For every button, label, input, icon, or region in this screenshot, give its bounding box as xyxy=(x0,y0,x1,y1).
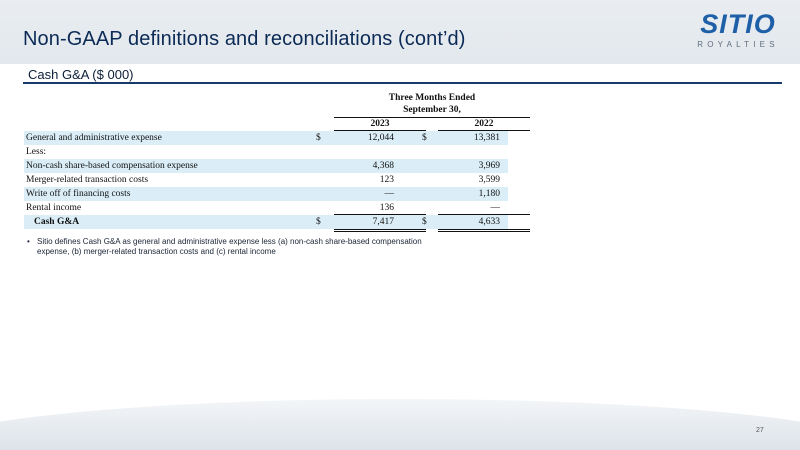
period-header-line1: Three Months Ended xyxy=(388,93,476,103)
logo-subtext: ROYALTIES xyxy=(697,40,779,49)
table-row-total: Cash G&A $ 7,417 $ 4,633 xyxy=(24,215,508,229)
row-label: Cash G&A xyxy=(34,217,80,227)
page-title: Non-GAAP definitions and reconciliations… xyxy=(23,28,466,50)
value-2022: 4,633 xyxy=(478,217,500,227)
decorative-wave xyxy=(0,396,800,450)
value-2023: 136 xyxy=(379,203,394,213)
value-2023: 123 xyxy=(379,175,394,185)
value-2022: 1,180 xyxy=(478,189,500,199)
table-row: Rental income 136 — xyxy=(24,201,508,215)
header-band: Non-GAAP definitions and reconciliations… xyxy=(0,0,800,64)
value-2023: 7,417 xyxy=(372,217,394,227)
year-underline-2023 xyxy=(334,130,426,131)
logo-wordmark: SITIO xyxy=(700,9,776,39)
table-row: Merger-related transaction costs 123 3,5… xyxy=(24,173,508,187)
currency-symbol: $ xyxy=(422,133,427,143)
row-label: Rental income xyxy=(26,203,82,213)
subtotal-line-2023 xyxy=(334,214,426,215)
table-row: Non-cash share-based compensation expens… xyxy=(24,159,508,173)
year-underline-2022 xyxy=(438,130,530,131)
value-2022: — xyxy=(490,203,501,213)
value-2022: 3,969 xyxy=(478,161,500,171)
value-2023: — xyxy=(384,189,395,199)
table-row: Write off of financing costs — 1,180 xyxy=(24,187,508,201)
currency-symbol: $ xyxy=(316,217,321,227)
page-number: 27 xyxy=(756,427,764,434)
currency-symbol: $ xyxy=(316,133,321,143)
row-label: Less: xyxy=(26,147,47,157)
row-label: Merger-related transaction costs xyxy=(26,175,149,185)
row-label: General and administrative expense xyxy=(26,133,162,143)
currency-symbol: $ xyxy=(422,217,427,227)
period-header-line2: September 30, xyxy=(403,105,461,115)
year-header-2023: 2023 xyxy=(370,119,390,129)
value-2023: 12,044 xyxy=(367,133,394,143)
value-2022: 13,381 xyxy=(473,133,500,143)
sitio-royalties-logo: SITIO ROYALTIES xyxy=(690,10,786,54)
subtotal-line-2022 xyxy=(438,214,530,215)
value-2023: 4,368 xyxy=(372,161,394,171)
table-row: Less: xyxy=(24,145,508,159)
row-label: Write off of financing costs xyxy=(26,189,131,199)
section-divider xyxy=(23,82,782,84)
bullet-icon: • xyxy=(27,237,30,246)
total-double-line-2022 xyxy=(438,229,530,232)
row-label: Non-cash share-based compensation expens… xyxy=(26,161,198,171)
year-header-2022: 2022 xyxy=(474,119,494,129)
table-row: General and administrative expense $ 12,… xyxy=(24,131,508,145)
period-header: Three Months Ended September 30, xyxy=(334,92,530,116)
footnote-text: Sitio defines Cash G&A as general and ad… xyxy=(37,237,422,256)
total-double-line-2023 xyxy=(334,229,426,232)
section-subtitle: Cash G&A ($ 000) xyxy=(28,67,134,82)
value-2022: 3,599 xyxy=(478,175,500,185)
period-underline xyxy=(334,117,530,118)
